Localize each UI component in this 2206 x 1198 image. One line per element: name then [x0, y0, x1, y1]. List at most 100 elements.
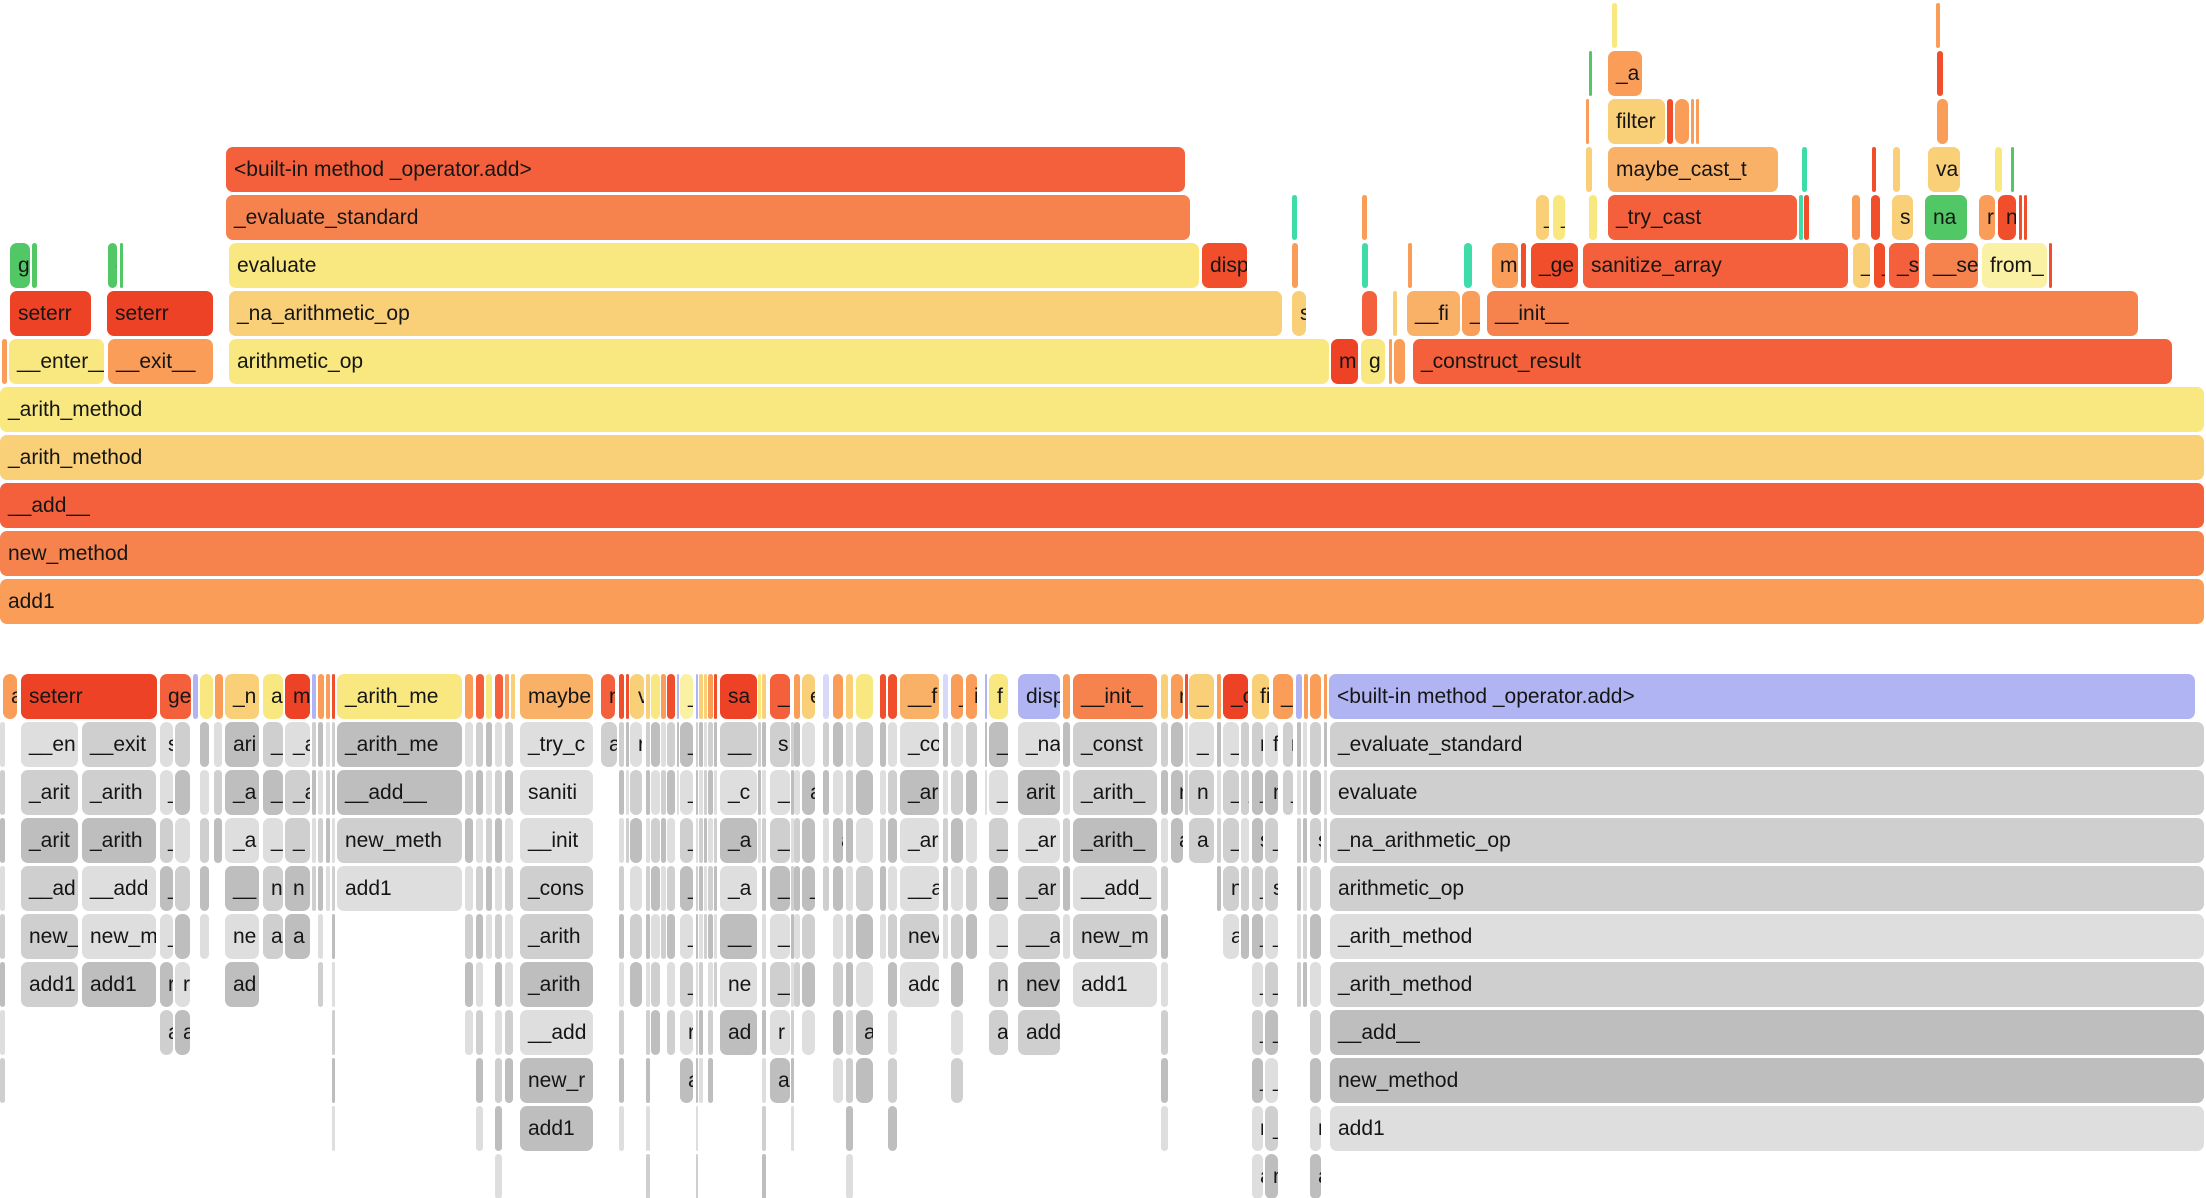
flame-frame[interactable]: _ge [1531, 243, 1578, 288]
flame-frame[interactable]: r [1171, 674, 1183, 719]
caller-frame[interactable] [1310, 866, 1321, 911]
caller-frame[interactable] [966, 914, 977, 959]
caller-frame[interactable] [714, 962, 717, 1007]
caller-frame[interactable] [651, 866, 660, 911]
caller-frame[interactable] [823, 866, 829, 911]
caller-frame[interactable] [888, 722, 897, 767]
flame-frame[interactable] [326, 674, 330, 719]
caller-frame[interactable] [214, 818, 222, 863]
caller-frame[interactable]: s [1310, 818, 1321, 863]
flame-frame[interactable] [511, 674, 515, 719]
caller-frame[interactable] [1303, 818, 1307, 863]
flame-frame[interactable] [667, 674, 675, 719]
flame-frame[interactable]: m [285, 674, 310, 719]
caller-frame[interactable] [1063, 818, 1070, 863]
flame-frame[interactable]: _ [1853, 243, 1870, 288]
caller-frame[interactable]: _ar [900, 770, 939, 815]
caller-frame[interactable] [626, 722, 629, 767]
flame-frame[interactable]: g [108, 243, 117, 288]
caller-frame[interactable] [646, 722, 650, 767]
flame-frame[interactable]: add1 [0, 579, 2204, 624]
flame-frame[interactable]: _ [1874, 243, 1885, 288]
caller-frame[interactable]: _arith_ [1073, 818, 1157, 863]
caller-frame[interactable] [465, 818, 473, 863]
flame-frame[interactable]: r [1979, 195, 1995, 240]
caller-frame[interactable]: ad [720, 1010, 757, 1055]
caller-frame[interactable]: a [856, 1010, 873, 1055]
flame-frame[interactable]: _evaluate_standard [226, 195, 1190, 240]
flame-frame[interactable]: _construct_result [1413, 339, 2172, 384]
caller-frame[interactable] [0, 1010, 5, 1055]
caller-frame[interactable] [1241, 866, 1249, 911]
caller-frame[interactable] [651, 818, 660, 863]
flame-frame[interactable]: __f [900, 674, 939, 719]
caller-frame[interactable] [823, 722, 829, 767]
caller-frame[interactable]: r [630, 722, 642, 767]
caller-frame[interactable] [951, 818, 963, 863]
caller-frame[interactable] [476, 1106, 483, 1151]
flame-frame[interactable] [1612, 3, 1617, 48]
flame-frame[interactable] [2049, 243, 2052, 288]
caller-frame[interactable] [880, 866, 886, 911]
caller-frame[interactable] [762, 1010, 766, 1055]
caller-frame[interactable] [1324, 770, 1327, 815]
flame-frame[interactable]: _arith_me [337, 674, 462, 719]
caller-frame[interactable] [1217, 722, 1221, 767]
caller-frame[interactable]: _ [770, 962, 790, 1007]
caller-frame[interactable] [762, 1106, 766, 1151]
caller-frame[interactable] [758, 818, 761, 863]
flame-frame[interactable]: _ [1189, 674, 1214, 719]
caller-frame[interactable] [486, 770, 492, 815]
caller-frame[interactable] [495, 1010, 502, 1055]
flame-frame[interactable] [1586, 99, 1589, 144]
caller-frame[interactable]: _ [1252, 962, 1263, 1007]
caller-frame[interactable] [1161, 1010, 1168, 1055]
flame-frame[interactable]: __add__ [0, 483, 2204, 528]
caller-frame[interactable] [1063, 722, 1070, 767]
caller-frame[interactable]: _ [263, 722, 283, 767]
caller-frame[interactable] [943, 866, 948, 911]
caller-frame[interactable] [714, 914, 717, 959]
caller-frame[interactable] [667, 770, 675, 815]
flame-frame[interactable]: s [1892, 195, 1913, 240]
caller-frame[interactable] [791, 914, 794, 959]
caller-frame[interactable]: _a [225, 818, 259, 863]
flame-frame[interactable] [1362, 243, 1368, 288]
flame-frame[interactable] [312, 674, 316, 719]
caller-frame[interactable] [505, 770, 513, 815]
caller-frame[interactable] [495, 1058, 502, 1103]
caller-frame[interactable]: _arith_method [1330, 962, 2204, 1007]
caller-frame[interactable] [1217, 770, 1221, 815]
caller-frame[interactable] [332, 818, 335, 863]
flame-frame[interactable]: _ [1273, 674, 1293, 719]
flame-frame[interactable]: g [1361, 339, 1385, 384]
flame-frame[interactable] [1296, 674, 1302, 719]
flame-frame[interactable]: <built-in method _operator.add> [1329, 674, 2195, 719]
caller-frame[interactable] [651, 962, 660, 1007]
caller-frame[interactable] [476, 914, 483, 959]
flame-frame[interactable] [1161, 674, 1168, 719]
flame-frame[interactable] [1804, 195, 1809, 240]
caller-frame[interactable] [646, 1154, 650, 1198]
caller-frame[interactable] [1297, 818, 1301, 863]
caller-frame[interactable]: n [989, 962, 1008, 1007]
caller-frame[interactable] [505, 1010, 513, 1055]
caller-frame[interactable] [699, 818, 703, 863]
caller-frame[interactable] [833, 722, 843, 767]
caller-frame[interactable] [661, 722, 666, 767]
flame-frame[interactable]: m [1492, 243, 1518, 288]
caller-frame[interactable] [175, 866, 190, 911]
flame-frame[interactable] [495, 674, 503, 719]
caller-frame[interactable] [1063, 914, 1070, 959]
caller-frame[interactable] [833, 866, 843, 911]
caller-frame[interactable] [846, 1106, 853, 1151]
caller-frame[interactable]: a [802, 770, 815, 815]
caller-frame[interactable]: _ [263, 818, 283, 863]
caller-frame[interactable]: _ [1252, 914, 1263, 959]
caller-frame[interactable] [505, 722, 513, 767]
caller-frame[interactable] [985, 722, 987, 767]
caller-frame[interactable] [661, 770, 666, 815]
caller-frame[interactable]: n [1252, 722, 1263, 767]
caller-frame[interactable] [794, 914, 800, 959]
caller-frame[interactable] [794, 962, 800, 1007]
